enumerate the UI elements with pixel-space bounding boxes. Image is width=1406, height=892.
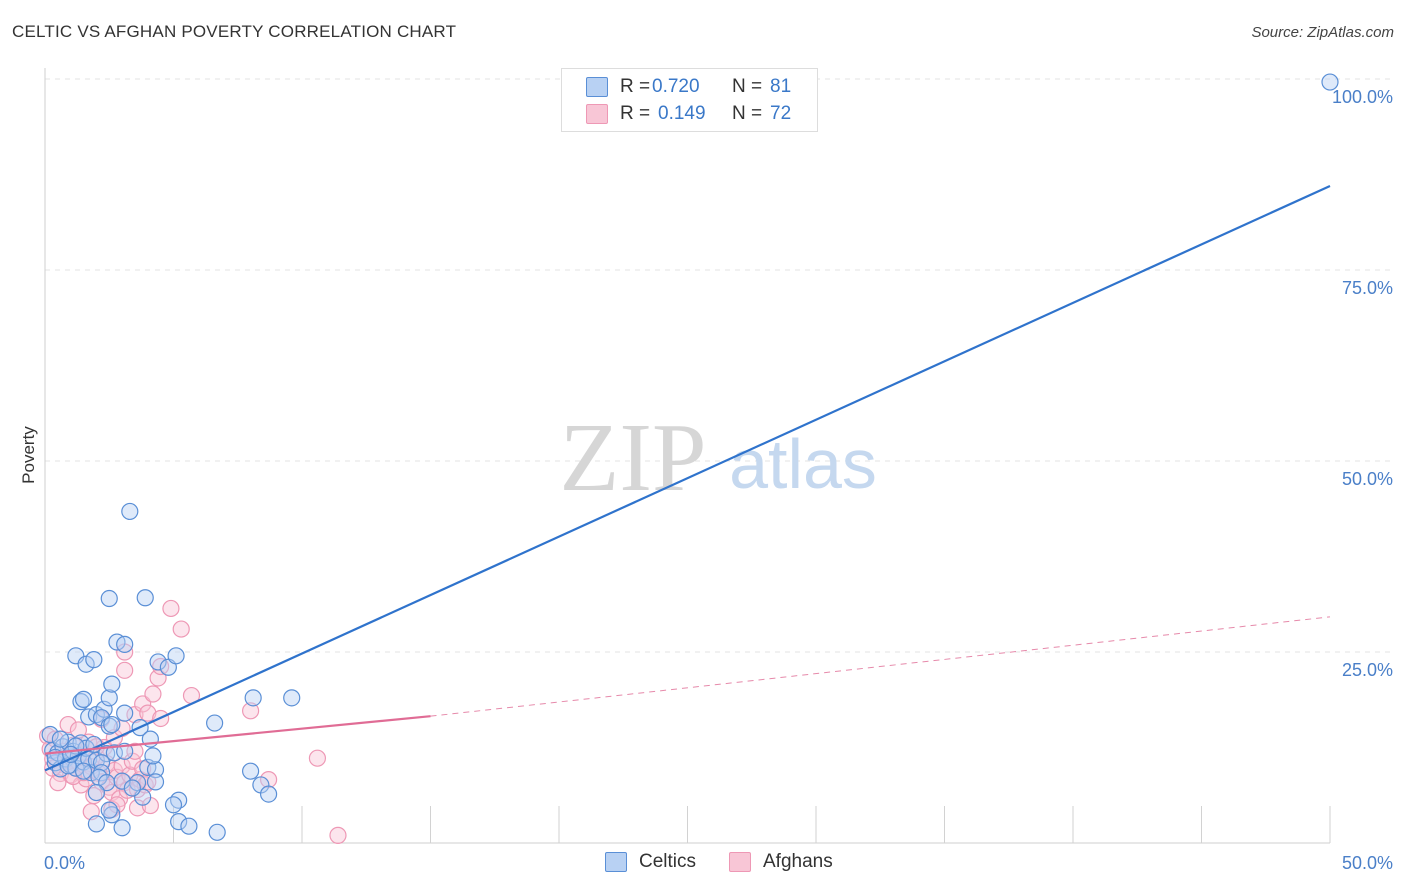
afghans-point	[144, 685, 162, 703]
afghans-trend-line	[44, 715, 431, 755]
n-value: 72	[770, 103, 792, 124]
afghans-point	[59, 715, 77, 734]
chart-title: CELTIC VS AFGHAN POVERTY CORRELATION CHA…	[12, 22, 457, 41]
trend-lines	[44, 184, 1331, 772]
y-axis-label: Poverty	[19, 426, 38, 484]
celtics-point	[100, 589, 118, 608]
r-value: 0.720	[652, 76, 700, 97]
celtics-point	[259, 785, 278, 803]
legend-item-afghans[interactable]: Afghans	[729, 851, 833, 873]
celtics-swatch-icon	[586, 77, 608, 97]
stats-legend: R = 0.720 N = 81 R = 0.149 N = 72	[561, 68, 818, 132]
x-tick-label: 0.0%	[44, 853, 85, 873]
celtics-point	[74, 762, 93, 780]
x-tick-label: 50.0%	[1342, 853, 1393, 873]
celtics-point	[146, 761, 165, 779]
celtics-point	[116, 635, 134, 653]
afghans-swatch-icon	[729, 852, 751, 872]
celtics-point	[170, 791, 188, 809]
celtics-point	[92, 764, 111, 782]
n-label: N =	[732, 103, 763, 124]
r-label: R =	[620, 103, 651, 124]
celtics-trend-line	[44, 184, 1331, 772]
legend-row-afghans: R = 0.149 N = 72	[586, 101, 791, 127]
celtics-point	[87, 815, 106, 833]
n-value: 81	[770, 76, 792, 97]
celtics-point	[244, 689, 262, 707]
celtics-point	[51, 730, 70, 748]
celtics-point	[167, 647, 185, 665]
legend-label-celtics: Celtics	[639, 851, 697, 872]
y-tick-label: 100.0%	[1332, 87, 1393, 107]
afghans-point	[308, 749, 327, 767]
afghans-point	[49, 774, 67, 792]
afghans-point	[329, 826, 347, 844]
legend-label-afghans: Afghans	[763, 851, 833, 872]
legend-item-celtics[interactable]: Celtics	[605, 851, 696, 873]
celtics-point	[136, 589, 154, 607]
celtics-point	[103, 806, 121, 824]
y-tick-label: 75.0%	[1342, 278, 1393, 298]
celtics-point	[113, 772, 131, 790]
afghans-point	[172, 620, 190, 638]
celtics-point	[103, 675, 121, 693]
afghans-point	[242, 702, 260, 720]
r-value: 0.149	[658, 103, 706, 124]
celtics-point	[206, 714, 224, 732]
watermark-atlas: atlas	[729, 425, 877, 503]
axes	[44, 68, 1331, 844]
afghans-point	[162, 599, 180, 618]
celtics-point	[113, 819, 131, 837]
celtics-point	[1321, 73, 1339, 91]
celtics-point	[74, 690, 93, 708]
celtics-point	[100, 689, 118, 707]
celtics-point	[123, 779, 141, 797]
afghans-point	[128, 799, 147, 817]
afghans-trend-extension	[430, 616, 1331, 717]
celtics-point	[146, 773, 165, 791]
celtics-point	[72, 693, 90, 711]
celtics-point	[116, 704, 134, 722]
legend-row-celtics: R = 0.720 N = 81	[586, 74, 791, 100]
celtics-point	[170, 813, 188, 831]
celtics-point	[164, 796, 183, 814]
celtics-point	[242, 762, 260, 780]
tick-labels: 25.0% 50.0% 75.0% 100.0% 0.0% 50.0%	[44, 87, 1393, 873]
celtics-point	[87, 783, 106, 802]
afghans-swatch-icon	[586, 104, 608, 124]
celtics-point	[100, 801, 118, 819]
celtics-point	[144, 747, 162, 765]
celtics-points	[41, 73, 1339, 841]
y-tick-label: 25.0%	[1342, 660, 1393, 680]
celtics-swatch-icon	[605, 852, 627, 872]
celtics-point	[208, 823, 226, 841]
afghans-point	[134, 695, 152, 713]
watermark-zip: ZIP	[560, 404, 707, 512]
afghans-point	[116, 661, 134, 679]
celtics-point	[92, 754, 111, 772]
n-label: N =	[732, 76, 763, 97]
r-label: R =	[620, 76, 651, 97]
celtics-point	[62, 745, 80, 763]
y-tick-label: 50.0%	[1342, 469, 1393, 489]
celtics-point	[149, 653, 167, 671]
watermark: ZIP atlas	[560, 404, 877, 512]
afghans-point	[139, 704, 157, 722]
celtics-point	[121, 502, 139, 521]
gridlines	[45, 78, 1395, 653]
celtics-point	[103, 715, 121, 734]
celtics-point	[283, 689, 301, 707]
source-credit: Source: ZipAtlas.com	[1251, 24, 1394, 41]
celtics-point	[180, 817, 198, 835]
celtics-point	[85, 651, 103, 669]
